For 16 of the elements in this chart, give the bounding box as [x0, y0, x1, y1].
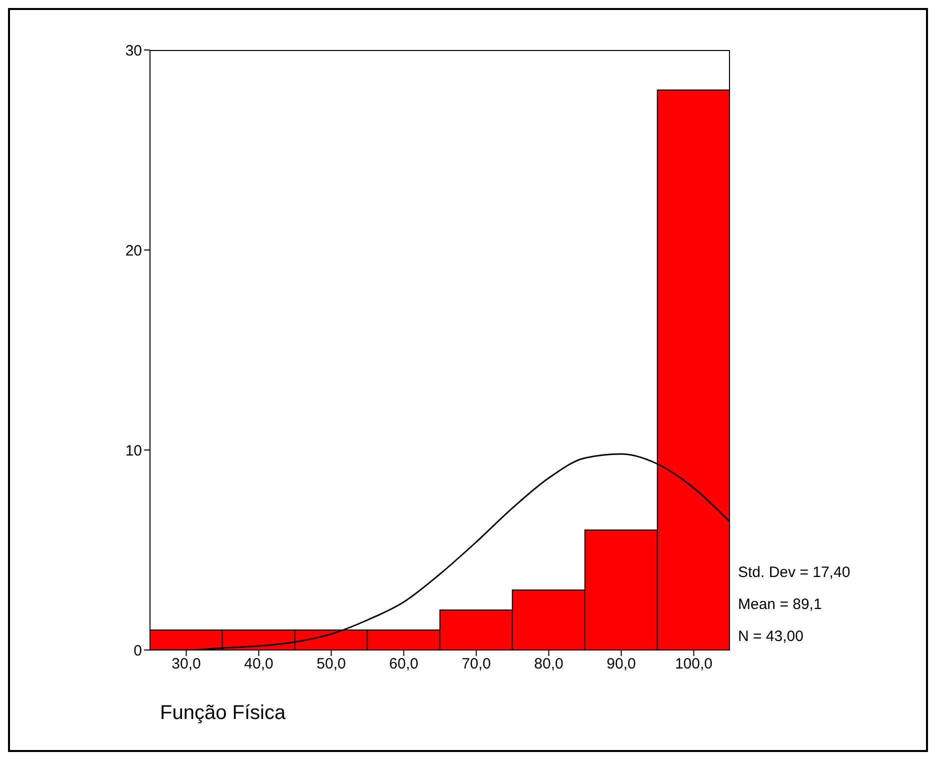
x-tick-label: 70,0	[462, 656, 491, 673]
text: N = 43,00	[738, 628, 804, 645]
y-tick-label: 0	[134, 642, 142, 660]
x-tick-label: 100,0	[674, 656, 713, 673]
y-tick-label: 30	[125, 42, 142, 60]
x-tick-label: 40,0	[244, 656, 274, 673]
text: Mean = 89,1	[738, 596, 822, 613]
x-tick-label: 30,0	[172, 656, 201, 673]
x-tick-label: 80,0	[534, 656, 564, 673]
x-axis-title: Função Física	[160, 702, 286, 725]
y-tick-label: 10	[125, 442, 142, 460]
x-tick-label: 60,0	[389, 656, 418, 673]
x-tick-label: 90,0	[606, 656, 636, 673]
y-tick-label: 20	[125, 242, 142, 260]
text: Std. Dev = 17,40	[738, 564, 850, 581]
x-tick-label: 50,0	[316, 656, 346, 673]
